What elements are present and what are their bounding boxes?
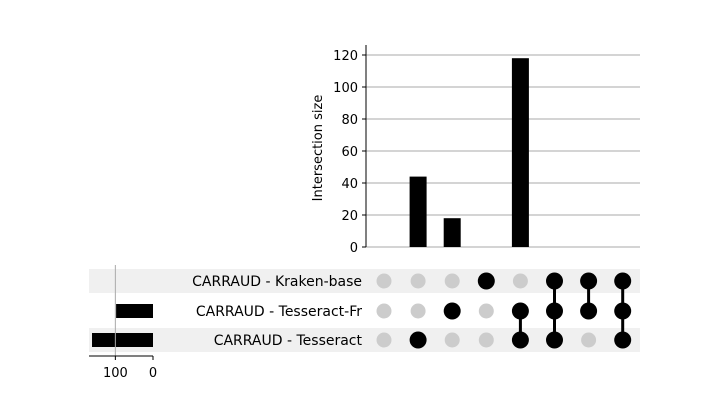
y-tick-label: 20	[341, 209, 358, 224]
set-label: CARRAUD - Kraken-base	[192, 274, 362, 290]
y-tick-label: 80	[341, 113, 358, 128]
set-size-tick-label: 100	[103, 366, 128, 381]
matrix-dot-active	[409, 331, 427, 349]
matrix-dot-active	[546, 272, 563, 290]
matrix-dot-active	[477, 272, 495, 290]
matrix-dot-active	[443, 302, 461, 320]
matrix-dot-inactive	[376, 303, 392, 319]
set-labels: CARRAUD - Kraken-base CARRAUD - Tesseract…	[192, 274, 362, 349]
intersection-bar	[409, 176, 427, 247]
set-label: CARRAUD - Tesseract	[214, 333, 363, 349]
matrix-dot-inactive	[478, 332, 494, 348]
matrix-dot-active	[614, 331, 632, 349]
matrix-dot-inactive	[376, 332, 392, 348]
y-axis-label: Intersection size	[311, 95, 326, 202]
set-size-bars: 100 0	[89, 265, 157, 381]
matrix-dot-active	[580, 302, 598, 320]
matrix-dot-inactive	[410, 303, 426, 319]
y-grid	[366, 54, 640, 248]
set-size-tick-label: 0	[149, 366, 157, 381]
matrix-dot-active	[511, 331, 529, 349]
matrix-dot-inactive	[444, 332, 460, 348]
matrix-dot-inactive	[581, 332, 597, 348]
set-size-bar	[116, 304, 153, 318]
matrix-dot-active	[546, 331, 563, 349]
y-ticks: 0 20 40 60 80 100 120	[333, 49, 366, 256]
membership-matrix	[376, 272, 632, 349]
matrix-dot-active	[614, 302, 632, 320]
matrix-dot-active	[546, 302, 563, 320]
intersection-bars	[409, 58, 529, 248]
matrix-dot-inactive	[478, 303, 494, 319]
set-label: CARRAUD - Tesseract-Fr	[196, 304, 362, 320]
intersection-bar	[511, 58, 529, 248]
y-tick-label: 120	[333, 49, 358, 64]
matrix-dot-active	[580, 272, 598, 290]
matrix-dot-active	[511, 302, 529, 320]
matrix-dot-inactive	[444, 273, 460, 289]
y-tick-label: 100	[333, 81, 358, 96]
set-size-bar	[92, 333, 153, 347]
matrix-dot-inactive	[376, 273, 392, 289]
y-tick-label: 60	[341, 145, 358, 160]
matrix-dot-inactive	[410, 273, 426, 289]
y-tick-label: 40	[341, 177, 358, 192]
matrix-dot-active	[614, 272, 632, 290]
y-tick-label: 0	[350, 241, 358, 256]
intersection-bar	[443, 218, 461, 247]
matrix-dot-inactive	[512, 273, 528, 289]
